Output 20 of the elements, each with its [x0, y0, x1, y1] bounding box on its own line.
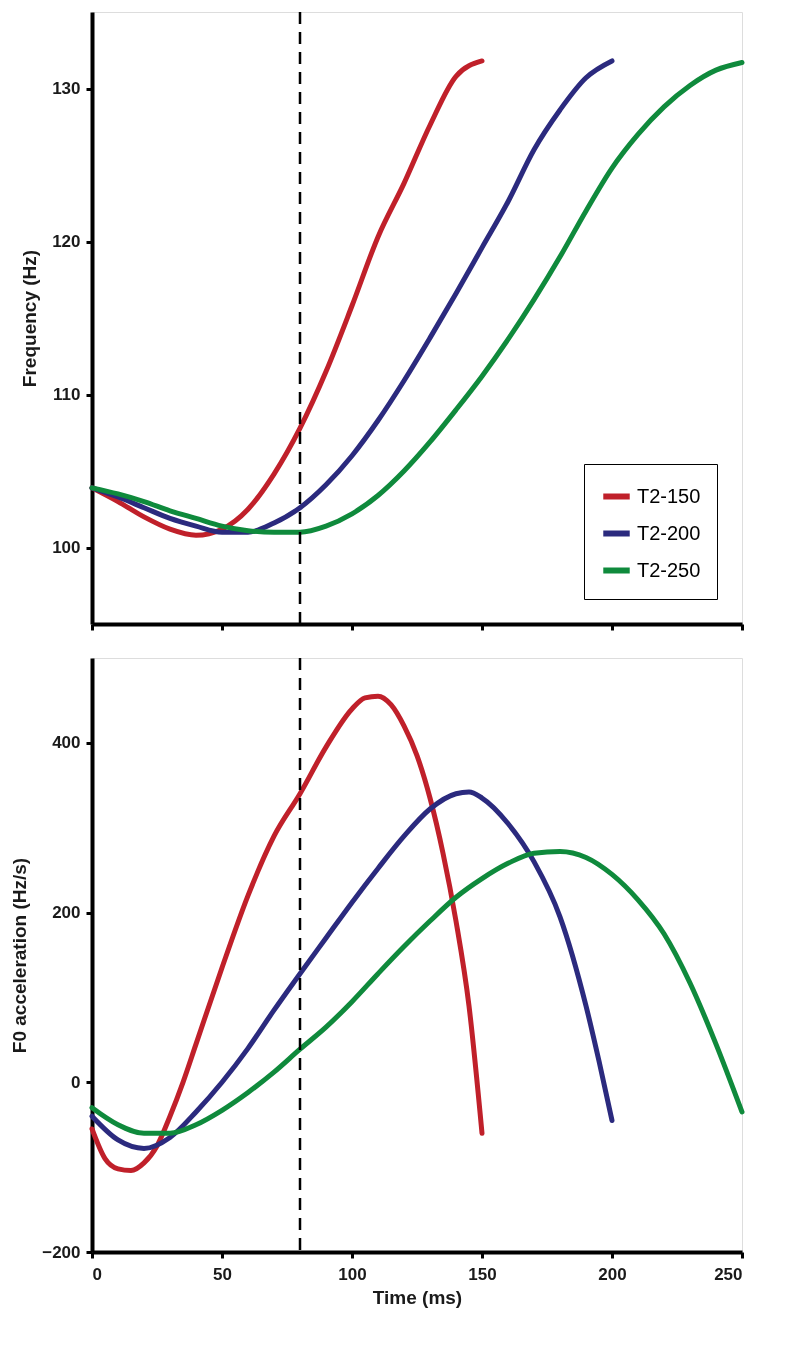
x-tick-label: 50	[213, 1264, 232, 1284]
y-tick-label: −200	[42, 1242, 81, 1262]
y-tick-label: 120	[52, 232, 81, 251]
y-axis-title: Frequency (Hz)	[19, 249, 41, 388]
x-axis-title: Time (ms)	[372, 1286, 463, 1308]
y-tick-label: 100	[52, 538, 81, 557]
y-tick-label: 0	[71, 1072, 81, 1092]
y-tick-label: 400	[52, 733, 81, 753]
y-axis-title: F0 acceleration (Hz/s)	[9, 857, 31, 1054]
legend-label: T2-150	[637, 484, 701, 507]
x-tick-label: 250	[714, 1264, 743, 1284]
x-tick-label: 0	[92, 1264, 102, 1284]
y-tick-label: 110	[53, 385, 81, 404]
y-tick-label: 200	[52, 903, 81, 923]
x-tick-label: 200	[598, 1264, 627, 1284]
x-tick-label: 100	[338, 1264, 367, 1284]
x-tick-label: 150	[468, 1264, 497, 1284]
legend-label: T2-200	[637, 521, 701, 544]
y-tick-label: 130	[52, 79, 81, 98]
legend-label: T2-250	[637, 558, 701, 581]
